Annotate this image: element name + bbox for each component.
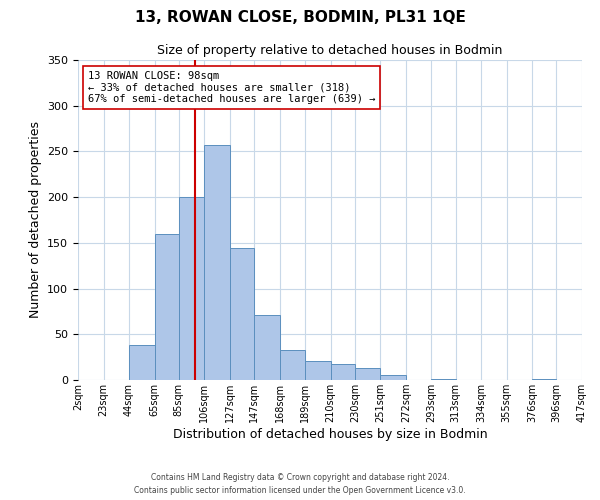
Bar bbox=[331, 364, 355, 380]
X-axis label: Distribution of detached houses by size in Bodmin: Distribution of detached houses by size … bbox=[173, 428, 487, 441]
Bar bbox=[230, 248, 254, 380]
Y-axis label: Number of detached properties: Number of detached properties bbox=[29, 122, 41, 318]
Bar bbox=[254, 315, 280, 380]
Bar bbox=[155, 234, 179, 380]
Bar bbox=[205, 145, 230, 380]
Bar bbox=[305, 361, 331, 380]
Bar bbox=[355, 368, 380, 380]
Bar bbox=[532, 379, 556, 380]
Text: 13 ROWAN CLOSE: 98sqm
← 33% of detached houses are smaller (318)
67% of semi-det: 13 ROWAN CLOSE: 98sqm ← 33% of detached … bbox=[88, 71, 375, 104]
Title: Size of property relative to detached houses in Bodmin: Size of property relative to detached ho… bbox=[157, 44, 503, 58]
Bar bbox=[380, 376, 406, 380]
Bar bbox=[280, 350, 305, 380]
Bar bbox=[431, 379, 455, 380]
Text: 13, ROWAN CLOSE, BODMIN, PL31 1QE: 13, ROWAN CLOSE, BODMIN, PL31 1QE bbox=[134, 10, 466, 25]
Text: Contains HM Land Registry data © Crown copyright and database right 2024.
Contai: Contains HM Land Registry data © Crown c… bbox=[134, 474, 466, 495]
Bar bbox=[179, 197, 205, 380]
Bar bbox=[129, 346, 155, 380]
